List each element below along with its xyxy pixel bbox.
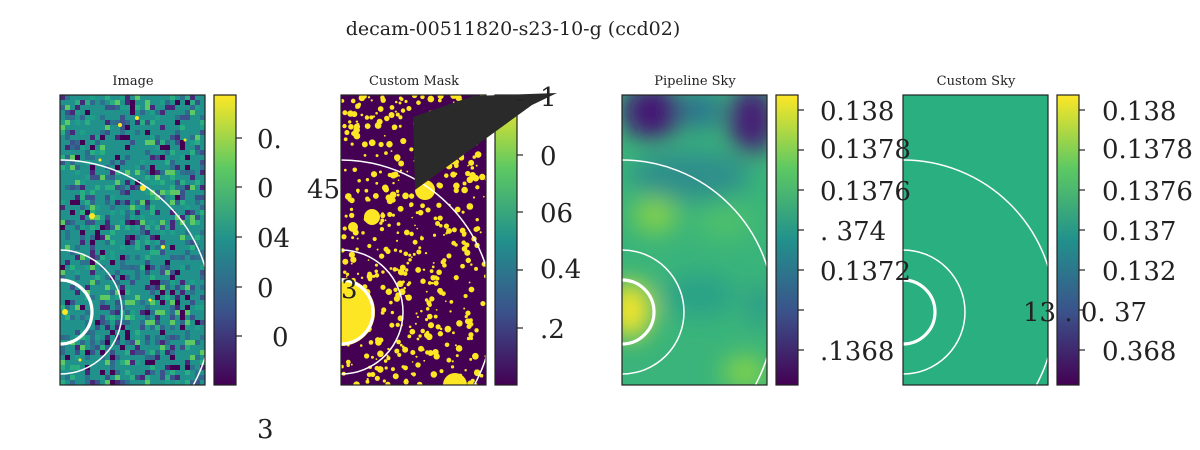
panel-title-custom-sky: Custom Sky xyxy=(936,74,1016,89)
colorbar-tick-label: 0 xyxy=(540,142,557,172)
colorbar-tick-label: 3 xyxy=(257,415,274,445)
panel-title-pipeline-sky: Pipeline Sky xyxy=(654,74,736,89)
figure-title: decam-00511820-s23-10-g (ccd02) xyxy=(345,18,681,40)
colorbar-tick-label: 0.132 xyxy=(1102,257,1176,287)
heatmap-image xyxy=(60,95,205,385)
colorbar-tick-label: .1368 xyxy=(820,337,894,367)
colorbar-custom-mask xyxy=(494,94,518,386)
colorbar-tick-label: 0.4 xyxy=(540,255,581,285)
annulus-overlay xyxy=(903,159,1048,385)
colorbar-tick-label: 0 xyxy=(257,274,274,304)
colorbar-custom-sky xyxy=(1056,94,1080,386)
colorbar-tick-label: 0.1376 xyxy=(1102,177,1193,207)
colorbar-tick-label: 0.1372 xyxy=(820,257,911,287)
panel-title-custom-mask: Custom Mask xyxy=(368,74,460,89)
colorbar-tick-label: 0.368 xyxy=(1102,337,1176,367)
panel-frame-pipeline-sky xyxy=(621,94,768,386)
side-label: 45 xyxy=(307,175,340,205)
colorbar-tick-label: 0. xyxy=(257,125,282,155)
panel-title-image: Image xyxy=(112,74,154,89)
panel-frame-custom-mask xyxy=(340,94,487,386)
colorbar-tick-label: .2 xyxy=(540,315,565,345)
colorbar-tick-label: 0 xyxy=(257,174,274,204)
overlay-artifact xyxy=(413,93,557,190)
colorbar-tick-label: 0.1378 xyxy=(820,135,911,165)
heatmap-custom-sky xyxy=(903,95,1048,385)
colorbar-tick-label: 13 . 0. 37 xyxy=(1023,298,1147,328)
colorbar-tick-label: 0 xyxy=(272,323,289,353)
colorbar-tick-label: 1 xyxy=(540,83,557,113)
colorbar-tick-label: 0.1378 xyxy=(1102,135,1193,165)
colorbar-pipeline-sky xyxy=(775,94,799,386)
colorbar-tick-label: . 374 xyxy=(820,217,886,247)
panel-frame-image xyxy=(59,94,206,386)
colorbar-tick-label: 0.1376 xyxy=(820,177,911,207)
annulus-overlay xyxy=(341,159,486,385)
colorbar-tick-label: 0.138 xyxy=(820,97,894,127)
colorbar-tick-label: 06 xyxy=(540,199,573,229)
colorbar-tick-label: 0.138 xyxy=(1102,97,1176,127)
side-label: 3 xyxy=(341,275,358,305)
annulus-overlay xyxy=(60,159,205,385)
colorbar-image xyxy=(213,94,237,386)
colorbar-tick-label: 0.137 xyxy=(1102,217,1176,247)
panel-frame-custom-sky xyxy=(902,94,1049,386)
annulus-overlay xyxy=(622,159,767,385)
colorbar-tick-label: 04 xyxy=(257,224,290,254)
